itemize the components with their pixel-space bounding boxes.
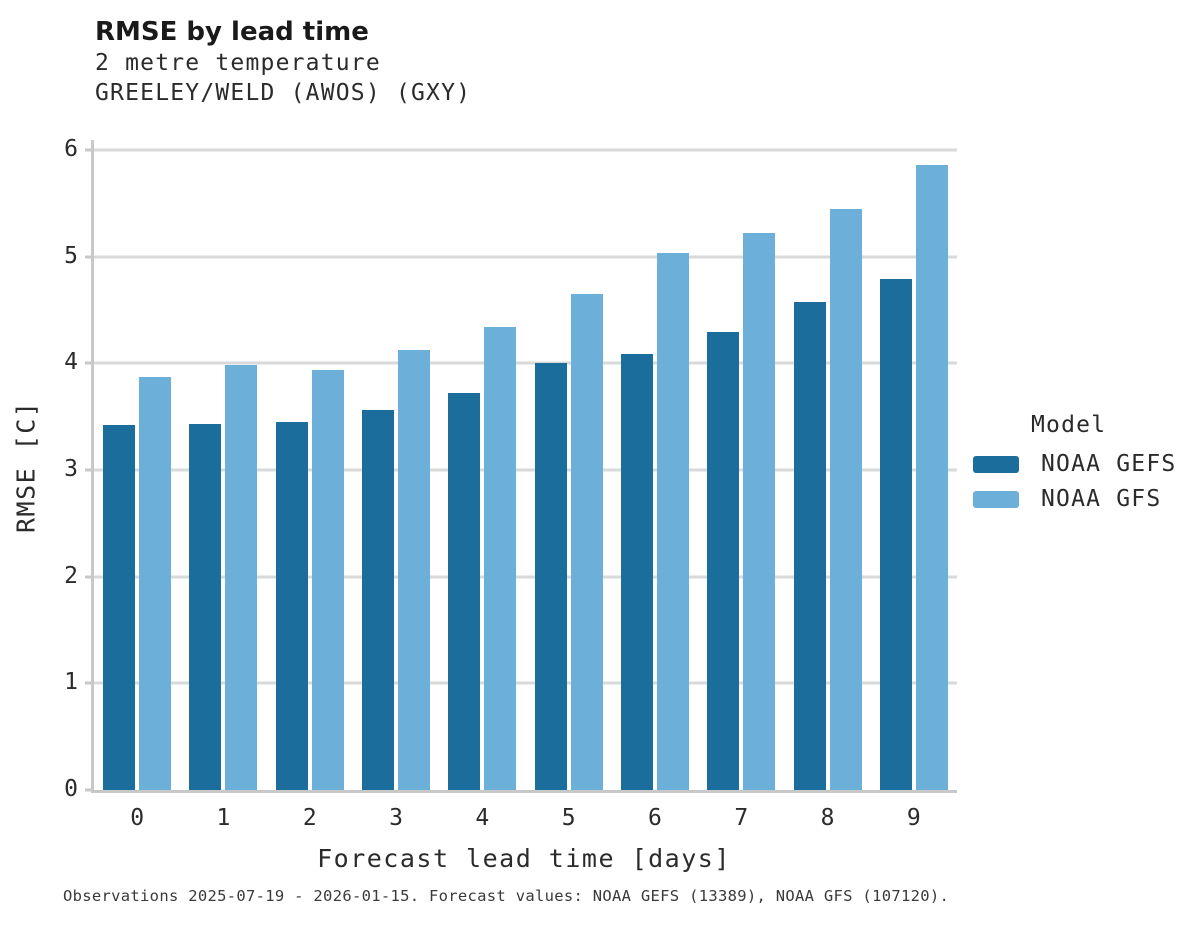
y-gridline-6 — [94, 148, 957, 152]
y-tick-mark-5 — [85, 255, 91, 259]
legend-swatch-noaa-gefs — [973, 455, 1019, 473]
title-block: RMSE by lead time 2 metre temperature GR… — [95, 16, 471, 108]
subtitle-line-1: 2 metre temperature — [95, 50, 381, 76]
y-tick-label-5: 5 — [64, 242, 78, 269]
bar-noaa-gefs-lead-7 — [707, 332, 740, 790]
x-tick-label-6: 6 — [648, 805, 662, 831]
bar-group-lead-0 — [94, 140, 180, 790]
subtitle-line-2: GREELEY/WELD (AWOS) (GXY) — [95, 80, 472, 106]
bar-noaa-gfs-lead-0 — [139, 377, 172, 790]
y-tick-label-0: 0 — [64, 776, 78, 803]
bar-noaa-gfs-lead-1 — [225, 365, 258, 790]
x-tick-label-5: 5 — [561, 805, 576, 831]
x-tick-label-8: 8 — [820, 805, 835, 831]
bar-noaa-gefs-lead-3 — [362, 410, 395, 790]
y-tick-mark-2 — [85, 575, 91, 579]
page-title: RMSE by lead time — [95, 17, 369, 47]
legend-items: NOAA GEFS NOAA GFS — [973, 451, 1177, 512]
bar-group-lead-8 — [784, 140, 870, 790]
x-tick-label-4: 4 — [475, 805, 490, 831]
bar-group-lead-3 — [353, 140, 439, 790]
legend-title: Model — [1031, 412, 1107, 438]
y-tick-mark-1 — [85, 681, 91, 685]
y-gridline-5 — [94, 255, 957, 259]
bar-group-lead-1 — [180, 140, 266, 790]
x-axis-title: Forecast lead time [days] — [317, 844, 731, 873]
bar-noaa-gfs-lead-3 — [398, 350, 431, 790]
bar-noaa-gfs-lead-4 — [484, 327, 517, 790]
y-gridline-4 — [94, 361, 957, 365]
x-tick-label-7: 7 — [734, 805, 749, 831]
legend: Model NOAA GEFS NOAA GFS — [973, 412, 1176, 523]
y-gridline-3 — [94, 468, 957, 472]
x-tick-label-1: 1 — [216, 805, 231, 831]
y-gridline-1 — [94, 681, 957, 685]
bar-noaa-gefs-lead-8 — [793, 302, 826, 790]
bar-noaa-gfs-lead-5 — [570, 293, 603, 790]
legend-item-noaa-gfs: NOAA GFS — [973, 486, 1176, 512]
bar-noaa-gfs-lead-9 — [915, 164, 948, 790]
legend-swatch-noaa-gfs — [973, 490, 1019, 508]
y-gridline-2 — [94, 575, 957, 579]
x-tick-label-2: 2 — [302, 805, 317, 831]
y-tick-label-6: 6 — [64, 135, 78, 162]
bar-group-lead-2 — [267, 140, 353, 790]
bar-noaa-gfs-lead-6 — [656, 253, 689, 790]
x-tick-label-9: 9 — [906, 805, 921, 831]
bar-group-lead-9 — [871, 140, 957, 790]
y-tick-mark-6 — [85, 148, 91, 152]
bar-noaa-gefs-lead-0 — [103, 425, 136, 790]
y-tick-label-2: 2 — [64, 562, 78, 589]
x-tick-label-0: 0 — [130, 805, 145, 831]
y-tick-mark-3 — [85, 468, 91, 472]
bar-group-lead-7 — [698, 140, 784, 790]
bar-noaa-gefs-lead-6 — [620, 353, 653, 790]
legend-item-noaa-gefs: NOAA GEFS — [973, 451, 1177, 477]
y-axis-title: RMSE [C] — [11, 400, 41, 533]
y-tick-label-3: 3 — [64, 456, 78, 483]
footer-note: Observations 2025-07-19 - 2026-01-15. Fo… — [63, 887, 950, 905]
bar-noaa-gfs-lead-2 — [311, 369, 344, 790]
bar-group-lead-4 — [439, 140, 525, 790]
bar-noaa-gefs-lead-2 — [275, 421, 308, 790]
x-tick-label-3: 3 — [389, 805, 403, 831]
legend-label-noaa-gefs: NOAA GEFS — [1041, 451, 1177, 477]
bar-noaa-gfs-lead-7 — [743, 233, 776, 790]
bar-group-lead-6 — [612, 140, 698, 790]
y-tick-mark-0 — [85, 788, 91, 792]
y-tick-label-1: 1 — [64, 669, 78, 696]
bar-noaa-gfs-lead-8 — [829, 208, 862, 790]
bar-group-lead-5 — [526, 140, 612, 790]
bar-noaa-gefs-lead-9 — [879, 279, 912, 790]
y-tick-label-4: 4 — [64, 349, 78, 376]
plot-area: 0 1 2 3 4 5 6 0 1 2 3 4 5 6 7 8 9 — [64, 137, 957, 830]
bar-noaa-gefs-lead-4 — [448, 393, 481, 790]
y-tick-mark-4 — [85, 361, 91, 365]
legend-label-noaa-gfs: NOAA GFS — [1041, 486, 1162, 512]
bar-noaa-gefs-lead-5 — [534, 363, 567, 790]
bar-noaa-gefs-lead-1 — [189, 424, 222, 790]
